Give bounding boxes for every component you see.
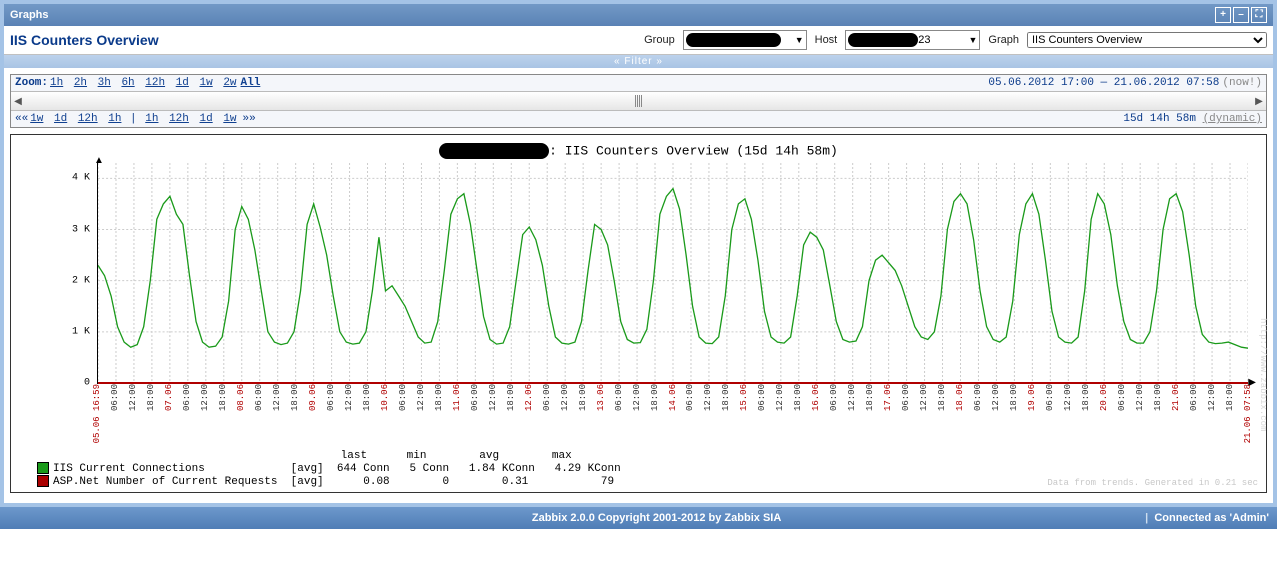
dynamic-link[interactable]: (dynamic) bbox=[1203, 113, 1262, 125]
minimize-icon[interactable]: – bbox=[1233, 7, 1249, 23]
graph-panel: : IIS Counters Overview (15d 14h 58m) ▲ … bbox=[10, 134, 1267, 493]
connected-as: Connected as 'Admin' bbox=[1154, 512, 1269, 524]
sub-header: IIS Counters Overview Group ▼ Host 23 ▼ … bbox=[4, 26, 1273, 55]
fullscreen-icon[interactable]: ⛶ bbox=[1251, 7, 1267, 23]
copyright: Zabbix 2.0.0 Copyright 2001-2012 by Zabb… bbox=[168, 512, 1145, 524]
x-axis-ticks: 05.06 16:5906:0012:0018:0007.0606:0012:0… bbox=[97, 384, 1248, 442]
group-label: Group bbox=[644, 34, 675, 46]
watermark: http://www.zabbix.com bbox=[1258, 318, 1268, 431]
host-label: Host bbox=[815, 34, 838, 46]
generated-note: Data from trends. Generated in 0.21 sec bbox=[1047, 478, 1258, 488]
now-label: (now!) bbox=[1222, 77, 1262, 89]
navr-1d[interactable]: 1d bbox=[200, 113, 213, 125]
navl-1d[interactable]: 1d bbox=[54, 113, 67, 125]
time-selector: Zoom: 1h 2h 3h 6h 12h 1d 1w 2w All 05.06… bbox=[10, 74, 1267, 128]
zoom-1h[interactable]: 1h bbox=[50, 77, 63, 89]
nav-ll[interactable]: «« bbox=[15, 113, 28, 125]
zoom-2h[interactable]: 2h bbox=[74, 77, 87, 89]
add-icon[interactable]: + bbox=[1215, 7, 1231, 23]
zoom-12h[interactable]: 12h bbox=[145, 77, 165, 89]
footer: Zabbix 2.0.0 Copyright 2001-2012 by Zabb… bbox=[0, 507, 1277, 529]
navr-12h[interactable]: 12h bbox=[169, 113, 189, 125]
filter-bar[interactable]: « Filter » bbox=[4, 55, 1273, 68]
window-title: Graphs bbox=[10, 9, 49, 21]
zoom-label: Zoom: bbox=[15, 77, 48, 89]
zoom-6h[interactable]: 6h bbox=[121, 77, 134, 89]
slider-right-icon[interactable]: ▶ bbox=[1252, 92, 1266, 110]
group-value bbox=[686, 33, 781, 47]
graph-select[interactable]: IIS Counters Overview bbox=[1027, 32, 1267, 48]
navl-1w[interactable]: 1w bbox=[30, 113, 43, 125]
duration: 15d 14h 58m bbox=[1123, 113, 1196, 125]
host-dropdown-icon[interactable]: ▼ bbox=[969, 35, 978, 45]
host-value bbox=[848, 33, 918, 47]
zoom-all[interactable]: All bbox=[241, 77, 261, 89]
slider-grip-icon[interactable] bbox=[635, 95, 643, 107]
nav-rr[interactable]: »» bbox=[243, 113, 256, 125]
zoom-1w[interactable]: 1w bbox=[200, 77, 213, 89]
navr-1w[interactable]: 1w bbox=[223, 113, 236, 125]
page-title: IIS Counters Overview bbox=[10, 32, 636, 48]
zoom-2w[interactable]: 2w bbox=[223, 77, 236, 89]
title-bar: Graphs + – ⛶ bbox=[4, 4, 1273, 26]
chart-plot: ▲ ▶ 01 K2 K3 K4 K bbox=[97, 163, 1248, 384]
graph-label: Graph bbox=[988, 34, 1019, 46]
zoom-3h[interactable]: 3h bbox=[98, 77, 111, 89]
group-dropdown-icon[interactable]: ▼ bbox=[795, 35, 804, 45]
time-range: 05.06.2012 17:00 — 21.06.2012 07:58 bbox=[988, 77, 1219, 89]
navr-1h[interactable]: 1h bbox=[145, 113, 158, 125]
navl-1h[interactable]: 1h bbox=[108, 113, 121, 125]
navl-12h[interactable]: 12h bbox=[78, 113, 98, 125]
slider-left-icon[interactable]: ◀ bbox=[11, 92, 25, 110]
time-slider[interactable]: ◀ ▶ bbox=[11, 91, 1266, 111]
zoom-1d[interactable]: 1d bbox=[176, 77, 189, 89]
chart-title: : IIS Counters Overview (15d 14h 58m) bbox=[19, 143, 1258, 159]
